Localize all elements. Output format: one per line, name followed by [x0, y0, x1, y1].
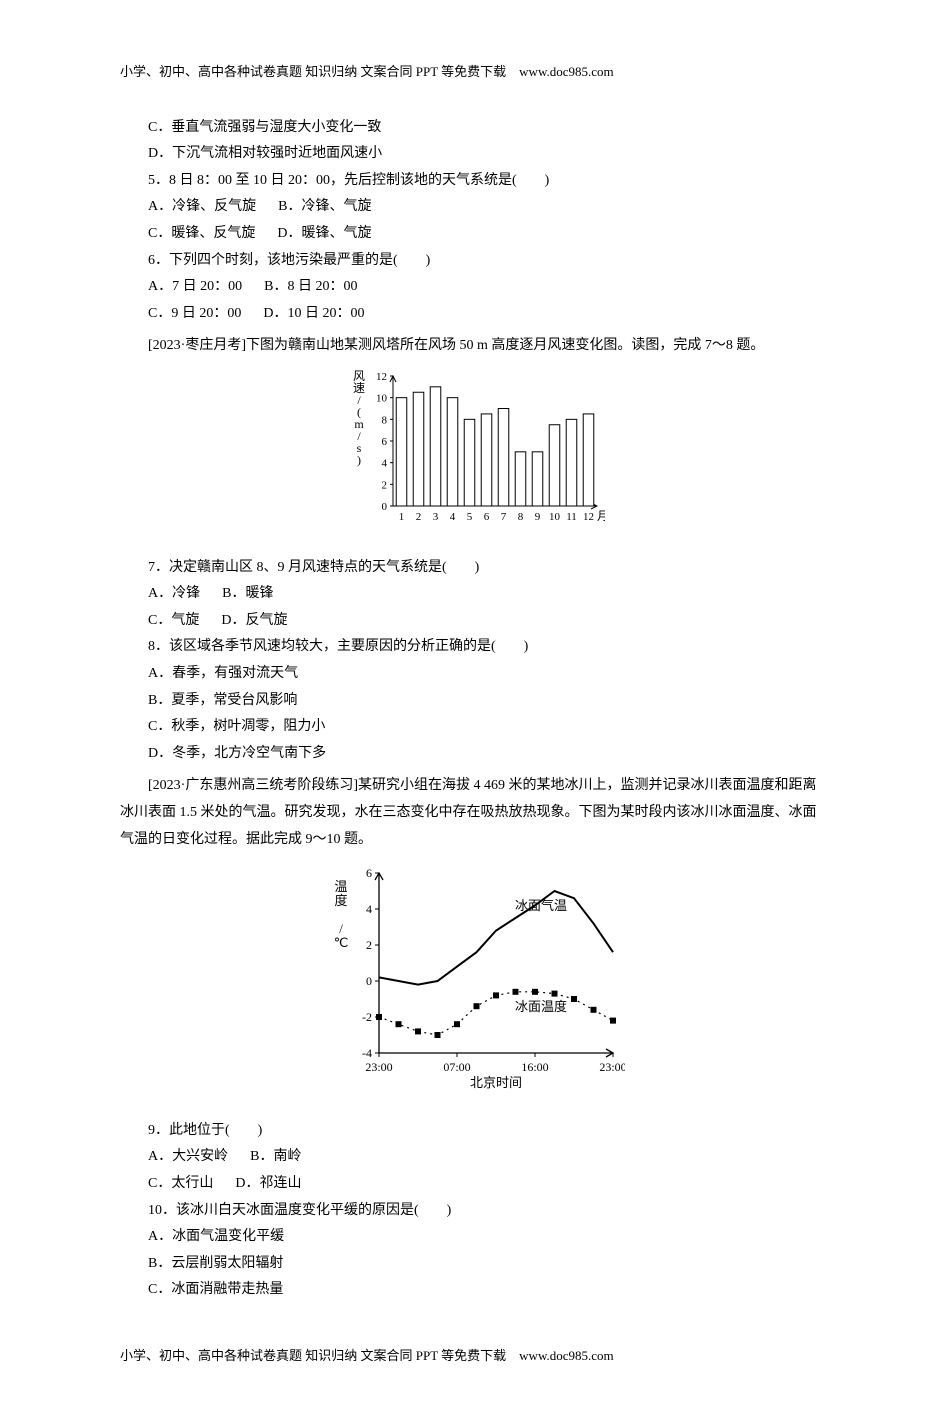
q6-a: A．7 日 20：00 [148, 279, 242, 294]
q6-c: C．9 日 20：00 [148, 306, 241, 321]
q10-c: C．冰面消融带走热量 [120, 1277, 830, 1304]
figure-1-bar-chart: 024681012123456789101112风速/(m/s)月 [120, 370, 830, 541]
q10-a: A．冰面气温变化平缓 [120, 1224, 830, 1251]
q9-opts-row1: A．大兴安岭 B．南岭 [120, 1144, 830, 1171]
svg-text:2: 2 [382, 479, 388, 491]
q5-d: D．暖锋、气旋 [277, 226, 371, 241]
svg-text:0: 0 [382, 501, 388, 513]
svg-text:8: 8 [382, 414, 388, 426]
svg-text:3: 3 [433, 511, 439, 523]
q9-d: D．祁连山 [235, 1176, 301, 1191]
question-5: 5．8 日 8：00 至 10 日 20：00，先后控制该地的天气系统是( ) [120, 168, 830, 195]
svg-text:10: 10 [376, 393, 388, 405]
svg-text:6: 6 [366, 866, 372, 880]
q9-a: A．大兴安岭 [148, 1149, 228, 1164]
q10-b: B．云层削弱太阳辐射 [120, 1251, 830, 1278]
question-6: 6．下列四个时刻，该地污染最严重的是( ) [120, 248, 830, 275]
svg-text:8: 8 [518, 511, 524, 523]
q5-b: B．冷锋、气旋 [278, 199, 371, 214]
svg-text:冰面温度: 冰面温度 [515, 999, 567, 1014]
svg-text:): ) [357, 453, 361, 467]
q5-opts-row2: C．暖锋、反气旋 D．暖锋、气旋 [120, 221, 830, 248]
q8-d: D．冬季，北方冷空气南下多 [120, 741, 830, 768]
figure-2-line-chart: -4 -2 0 2 4 6 23:00 07:00 16:00 23:00 冰面气温冰面温度 温度 /… [120, 863, 830, 1104]
q8-c: C．秋季，树叶凋零，阻力小 [120, 714, 830, 741]
q6-b: B．8 日 20：00 [264, 279, 357, 294]
svg-text:23:00: 23:00 [365, 1060, 392, 1074]
q6-d: D．10 日 20：00 [263, 306, 364, 321]
q8-b: B．夏季，常受台风影响 [120, 688, 830, 715]
q9-c: C．太行山 [148, 1176, 213, 1191]
svg-text:12: 12 [583, 511, 594, 523]
svg-text:5: 5 [467, 511, 473, 523]
q9-opts-row2: C．太行山 D．祁连山 [120, 1171, 830, 1198]
q6-opts-row2: C．9 日 20：00 D．10 日 20：00 [120, 301, 830, 328]
q5-a: A．冷锋、反气旋 [148, 199, 256, 214]
question-7: 7．决定赣南山区 8、9 月风速特点的天气系统是( ) [120, 555, 830, 582]
q7-opts-row1: A．冷锋 B．暖锋 [120, 581, 830, 608]
page-footer: 小学、初中、高中各种试卷真题 知识归纳 文案合同 PPT 等免费下载 www.d… [120, 1344, 830, 1369]
context-7-8: [2023·枣庄月考]下图为赣南山地某测风塔所在风场 50 m 高度逐月风速变化… [120, 333, 830, 360]
q7-c: C．气旋 [148, 613, 199, 628]
svg-text:℃: ℃ [334, 935, 349, 950]
svg-text:07:00: 07:00 [443, 1060, 470, 1074]
q7-b: B．暖锋 [222, 586, 273, 601]
svg-text:-4: -4 [362, 1046, 372, 1060]
svg-text:16:00: 16:00 [521, 1060, 548, 1074]
svg-text:0: 0 [366, 974, 372, 988]
opt-c: C．垂直气流强弱与湿度大小变化一致 [120, 115, 830, 142]
opt-d: D．下沉气流相对较强时近地面风速小 [120, 141, 830, 168]
question-10: 10．该冰川白天冰面温度变化平缓的原因是( ) [120, 1198, 830, 1225]
question-9: 9．此地位于( ) [120, 1118, 830, 1145]
svg-text:4: 4 [366, 902, 372, 916]
svg-text:11: 11 [566, 511, 577, 523]
q7-d: D．反气旋 [221, 613, 287, 628]
svg-text:6: 6 [382, 436, 388, 448]
svg-text:7: 7 [501, 511, 507, 523]
wind-speed-bar-chart: 024681012123456789101112风速/(m/s)月 [345, 370, 605, 530]
svg-text:2: 2 [416, 511, 422, 523]
q8-a: A．春季，有强对流天气 [120, 661, 830, 688]
svg-text:-2: -2 [362, 1010, 372, 1024]
context-9-10: [2023·广东惠州高三统考阶段练习]某研究小组在海拔 4 469 米的某地冰川… [120, 773, 830, 853]
svg-text:北京时间: 北京时间 [470, 1075, 522, 1090]
svg-text:10: 10 [549, 511, 561, 523]
svg-text:温: 温 [334, 879, 347, 894]
q9-b: B．南岭 [250, 1149, 301, 1164]
q6-opts-row1: A．7 日 20：00 B．8 日 20：00 [120, 274, 830, 301]
svg-text:1: 1 [399, 511, 405, 523]
q7-a: A．冷锋 [148, 586, 200, 601]
svg-text:2: 2 [366, 938, 372, 952]
q5-opts-row1: A．冷锋、反气旋 B．冷锋、气旋 [120, 194, 830, 221]
svg-text:9: 9 [535, 511, 541, 523]
svg-text:12: 12 [376, 371, 387, 383]
svg-text:/: / [339, 921, 343, 936]
q7-opts-row2: C．气旋 D．反气旋 [120, 608, 830, 635]
svg-text:度: 度 [334, 893, 347, 908]
page-header: 小学、初中、高中各种试卷真题 知识归纳 文案合同 PPT 等免费下载 www.d… [120, 60, 830, 85]
svg-text:冰面气温: 冰面气温 [515, 898, 567, 913]
svg-text:月: 月 [597, 509, 605, 523]
svg-text:4: 4 [450, 511, 456, 523]
q5-c: C．暖锋、反气旋 [148, 226, 255, 241]
svg-text:23:00: 23:00 [599, 1060, 625, 1074]
svg-text:4: 4 [382, 458, 388, 470]
svg-text:6: 6 [484, 511, 490, 523]
ice-temp-line-chart: -4 -2 0 2 4 6 23:00 07:00 16:00 23:00 冰面气温冰面温度 温度 /… [325, 863, 625, 1093]
question-8: 8．该区域各季节风速均较大，主要原因的分析正确的是( ) [120, 634, 830, 661]
